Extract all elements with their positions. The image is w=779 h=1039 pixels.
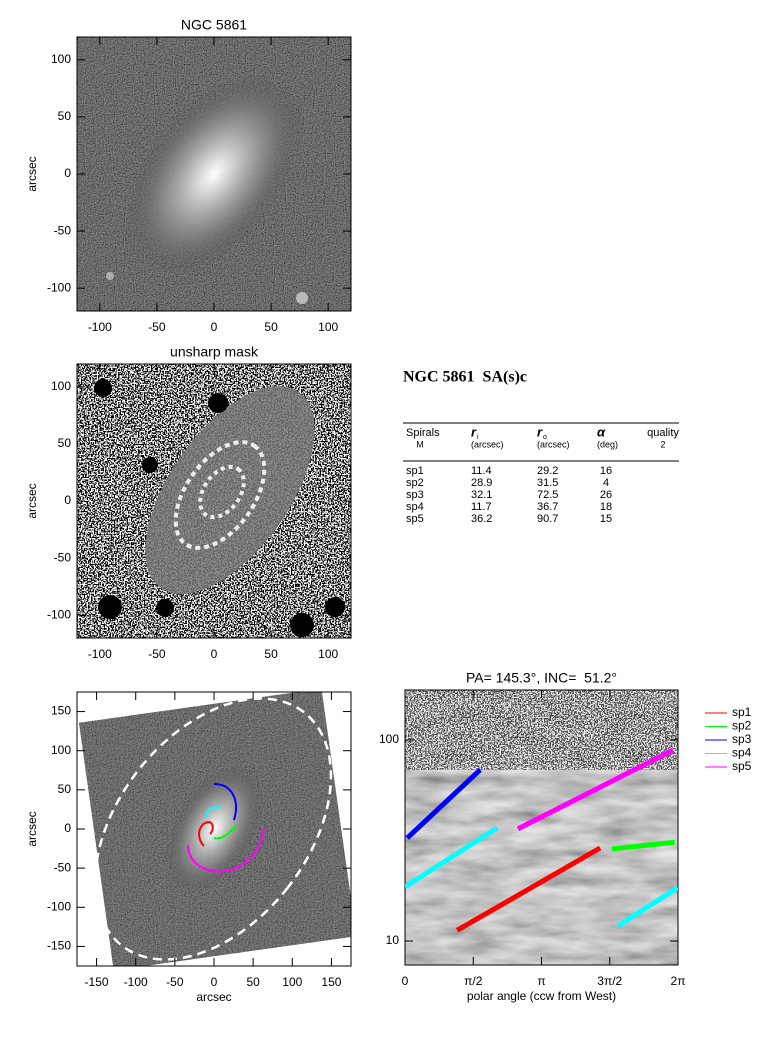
spiral-fit-line bbox=[405, 825, 678, 928]
x-tick-label: -100 bbox=[88, 647, 112, 661]
table-cell: 18 bbox=[600, 501, 612, 513]
x-axis-label: polar angle (ccw from West) bbox=[467, 989, 616, 1003]
panel-title: unsharp mask bbox=[170, 344, 259, 360]
x-tick-label: 100 bbox=[318, 320, 338, 334]
spiral-fit-line bbox=[455, 845, 602, 933]
legend-label: sp4 bbox=[732, 746, 752, 760]
x-tick-label: 50 bbox=[264, 647, 278, 661]
x-tick-label: -100 bbox=[124, 975, 148, 989]
image-panel-1 bbox=[77, 37, 351, 311]
table-title: NGC 5861 SA(s)c bbox=[403, 369, 527, 386]
legend-label: sp3 bbox=[732, 732, 752, 746]
table-cell: 29.2 bbox=[537, 465, 558, 477]
x-tick-label: π/2 bbox=[464, 974, 483, 988]
table-cell: sp3 bbox=[406, 489, 424, 501]
column-symbol: α bbox=[597, 424, 606, 439]
column-unit: (deg) bbox=[597, 439, 618, 449]
spiral-fit-line bbox=[405, 767, 482, 840]
y-tick-label: 50 bbox=[58, 782, 72, 796]
x-tick-label: 50 bbox=[246, 975, 260, 989]
y-tick-label: 50 bbox=[58, 109, 72, 123]
table-cell: sp5 bbox=[406, 513, 424, 525]
y-tick-label: 10 bbox=[386, 933, 400, 947]
column-sub: M bbox=[416, 439, 424, 449]
column-index: i bbox=[477, 434, 479, 441]
legend-label: sp1 bbox=[732, 705, 752, 719]
table-cell: 72.5 bbox=[537, 489, 558, 501]
table-cell: 16 bbox=[600, 465, 612, 477]
x-tick-label: 0 bbox=[402, 974, 409, 988]
table-cell: 15 bbox=[600, 513, 612, 525]
y-tick-label: 0 bbox=[64, 166, 71, 180]
table-cell: 36.2 bbox=[471, 513, 492, 525]
column-index: o bbox=[543, 434, 547, 441]
table-cell: 28.9 bbox=[471, 477, 492, 489]
column-symbol: r bbox=[471, 424, 477, 439]
x-tick-label: -50 bbox=[148, 647, 166, 661]
x-tick-label: 50 bbox=[264, 320, 278, 334]
x-tick-label: 100 bbox=[318, 647, 338, 661]
x-tick-label: -50 bbox=[166, 975, 184, 989]
x-tick-label: 3π/2 bbox=[597, 974, 622, 988]
table-cell: 36.7 bbox=[537, 501, 558, 513]
y-axis-label: arcsec bbox=[25, 811, 39, 846]
plot-area bbox=[405, 747, 678, 933]
table-cell: 90.7 bbox=[537, 513, 558, 525]
y-tick-label: 100 bbox=[51, 52, 71, 66]
plot-background bbox=[405, 690, 678, 965]
column-symbol: r bbox=[537, 424, 543, 439]
table-cell: sp4 bbox=[406, 501, 424, 513]
legend-label: sp5 bbox=[732, 759, 752, 773]
x-tick-label: -100 bbox=[88, 320, 112, 334]
y-tick-label: 100 bbox=[51, 743, 71, 757]
image-panel-2 bbox=[77, 364, 351, 638]
spiral-fit-line bbox=[611, 839, 676, 852]
x-tick-label: 100 bbox=[282, 975, 302, 989]
panel-title: NGC 5861 bbox=[181, 17, 247, 33]
table-cell: 11.4 bbox=[471, 465, 492, 477]
y-tick-label: -150 bbox=[47, 939, 71, 953]
spiral-fit-line bbox=[516, 747, 675, 832]
y-tick-label: 50 bbox=[58, 436, 72, 450]
x-tick-label: π bbox=[537, 974, 545, 988]
x-tick-label: 150 bbox=[321, 975, 341, 989]
column-unit: (arcsec) bbox=[471, 439, 504, 449]
table-cell: 11.7 bbox=[471, 501, 492, 513]
column-unit: (arcsec) bbox=[537, 439, 570, 449]
y-tick-label: -50 bbox=[54, 550, 72, 564]
column-header: Spirals bbox=[406, 427, 440, 439]
table-cell: sp2 bbox=[406, 477, 424, 489]
panel-title: PA= 145.3°, INC= 51.2° bbox=[466, 670, 617, 686]
x-tick-label: 0 bbox=[211, 975, 218, 989]
table-cell: 31.5 bbox=[537, 477, 558, 489]
y-tick-label: 100 bbox=[51, 379, 71, 393]
column-sub: 2 bbox=[660, 439, 665, 449]
y-axis-label: arcsec bbox=[25, 156, 39, 191]
y-tick-label: 100 bbox=[379, 732, 399, 746]
y-tick-label: -100 bbox=[47, 280, 71, 294]
column-header: quality bbox=[647, 427, 679, 439]
x-tick-label: 0 bbox=[211, 647, 218, 661]
x-tick-label: 2π bbox=[671, 974, 686, 988]
y-tick-label: -100 bbox=[47, 899, 71, 913]
y-tick-label: 0 bbox=[64, 821, 71, 835]
image-panel-3 bbox=[77, 692, 351, 966]
x-axis-label: arcsec bbox=[196, 990, 231, 1004]
y-axis-label: arcsec bbox=[25, 483, 39, 518]
y-tick-label: -50 bbox=[54, 223, 72, 237]
table-cell: sp1 bbox=[406, 465, 424, 477]
x-tick-label: 0 bbox=[211, 320, 218, 334]
x-tick-label: -150 bbox=[85, 975, 109, 989]
table-cell: 26 bbox=[600, 489, 612, 501]
y-tick-label: 150 bbox=[51, 704, 71, 718]
y-tick-label: -100 bbox=[47, 607, 71, 621]
y-tick-label: 0 bbox=[64, 493, 71, 507]
y-tick-label: -50 bbox=[54, 860, 72, 874]
table-cell: 32.1 bbox=[471, 489, 492, 501]
x-tick-label: -50 bbox=[148, 320, 166, 334]
legend-label: sp2 bbox=[732, 719, 752, 733]
table-cell: 4 bbox=[603, 477, 609, 489]
